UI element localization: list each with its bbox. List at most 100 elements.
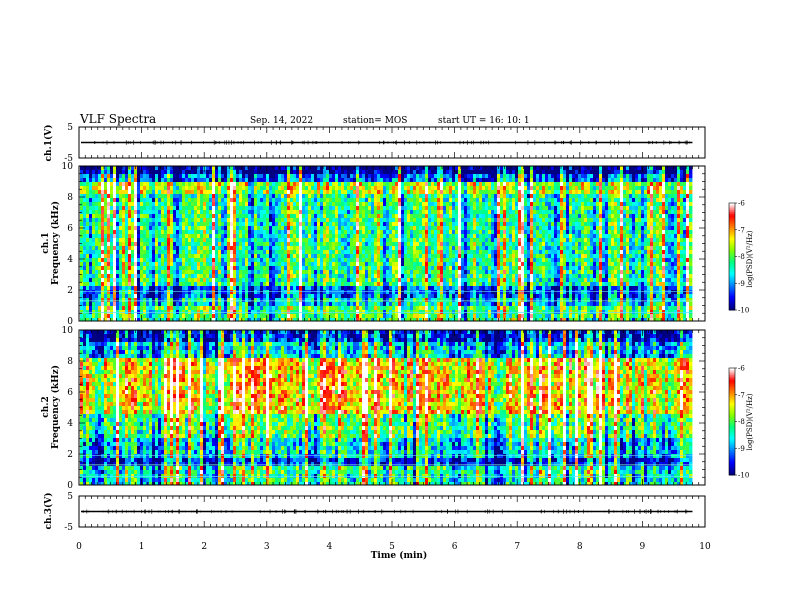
spectrogram-cell [209, 170, 212, 174]
spectrogram-cell [212, 250, 215, 254]
spectrogram-cell [377, 258, 380, 262]
spectrogram-cell [404, 262, 407, 266]
spectrogram-cell [209, 262, 212, 266]
spectrogram-cell [281, 190, 284, 194]
spectrogram-cell [212, 182, 215, 186]
spectrogram-cell [269, 166, 272, 170]
spectrogram-cell [188, 238, 191, 242]
spectrogram-cell [356, 218, 359, 222]
spectrogram-cell [371, 290, 374, 294]
spectrogram-cell [113, 178, 116, 182]
spectrogram-cell [233, 234, 236, 238]
spectrogram-cell [359, 258, 362, 262]
spectrogram-cell [152, 306, 155, 310]
spectrogram-cell [212, 190, 215, 194]
spectrogram-cell [353, 194, 356, 198]
spectrogram-cell [95, 210, 98, 214]
spectrogram-cell [257, 250, 260, 254]
spectrogram-cell [383, 198, 386, 202]
spectrogram-cell [134, 190, 137, 194]
spectrogram-cell [401, 270, 404, 274]
spectrogram-cell [128, 194, 131, 198]
spectrogram-cell [146, 290, 149, 294]
spectrogram-cell [410, 186, 413, 190]
spectrogram-cell [209, 302, 212, 306]
spectrogram-cell [230, 250, 233, 254]
spectrogram-cell [389, 274, 392, 278]
spectrogram-cell [380, 266, 383, 270]
spectrogram-cell [101, 190, 104, 194]
spectrogram-cell [227, 202, 230, 206]
spectrogram-cell [341, 262, 344, 266]
spectrogram-cell [104, 234, 107, 238]
spectrogram-cell [134, 262, 137, 266]
spectrogram-cell [251, 238, 254, 242]
spectrogram-cell [137, 238, 140, 242]
spectrogram-cell [266, 246, 269, 250]
spectrogram-cell [383, 290, 386, 294]
spectrogram-cell [155, 230, 158, 234]
spectrogram-cell [341, 314, 344, 318]
spectrogram-cell [164, 190, 167, 194]
spectrogram-cell [431, 238, 434, 242]
spectrogram-cell [206, 194, 209, 198]
spectrogram-cell [347, 314, 350, 318]
spectrogram-cell [431, 174, 434, 178]
spectrogram-cell [233, 202, 236, 206]
spectrogram-cell [83, 250, 86, 254]
spectrogram-cell [347, 218, 350, 222]
spectrogram-cell [212, 262, 215, 266]
spectrogram-cell [227, 278, 230, 282]
spectrogram-cell [170, 194, 173, 198]
date-label: Sep. 14, 2022 [250, 116, 313, 126]
spectrogram-cell [188, 254, 191, 258]
spectrogram-cell [146, 246, 149, 250]
spectrogram-cell [107, 174, 110, 178]
spectrogram-cell [200, 170, 203, 174]
spectrogram-cell [101, 266, 104, 270]
spectrogram-cell [362, 214, 365, 218]
spectrogram-cell [167, 278, 170, 282]
spectrogram-cell [137, 270, 140, 274]
spectrogram-cell [344, 218, 347, 222]
spectrogram-cell [170, 190, 173, 194]
spectrogram-cell [80, 250, 83, 254]
spectrogram-cell [359, 174, 362, 178]
spectrogram-cell [308, 194, 311, 198]
spectrogram-cell [287, 222, 290, 226]
spectrogram-cell [401, 282, 404, 286]
spectrogram-cell [359, 222, 362, 226]
spectrogram-cell [203, 186, 206, 190]
spectrogram-cell [206, 178, 209, 182]
spectrogram-cell [176, 254, 179, 258]
spectrogram-cell [95, 202, 98, 206]
spectrogram-cell [284, 174, 287, 178]
spectrogram-cell [149, 222, 152, 226]
spectrogram-cell [215, 186, 218, 190]
spectrogram-cell [248, 262, 251, 266]
spectrogram-cell [227, 190, 230, 194]
spectrogram-cell [305, 210, 308, 214]
spectrogram-cell [395, 214, 398, 218]
spectrogram-cell [329, 306, 332, 310]
spectrogram-cell [170, 250, 173, 254]
spectrogram-cell [161, 178, 164, 182]
spectrogram-cell [266, 286, 269, 290]
spectrogram-cell [260, 298, 263, 302]
spectrogram-cell [317, 298, 320, 302]
spectrogram-cell [293, 278, 296, 282]
spectrogram-cell [245, 270, 248, 274]
spectrogram-cell [389, 230, 392, 234]
spectrogram-cell [185, 282, 188, 286]
spectrogram-cell [407, 222, 410, 226]
spectrogram-cell [326, 302, 329, 306]
spectrogram-cell [347, 170, 350, 174]
spectrogram-cell [299, 234, 302, 238]
spectrogram-cell [182, 234, 185, 238]
spectrogram-cell [335, 218, 338, 222]
spectrogram-cell [368, 314, 371, 318]
spectrogram-cell [338, 218, 341, 222]
spectrogram-cell [407, 282, 410, 286]
spectrogram-cell [110, 190, 113, 194]
spectrogram-cell [395, 166, 398, 170]
